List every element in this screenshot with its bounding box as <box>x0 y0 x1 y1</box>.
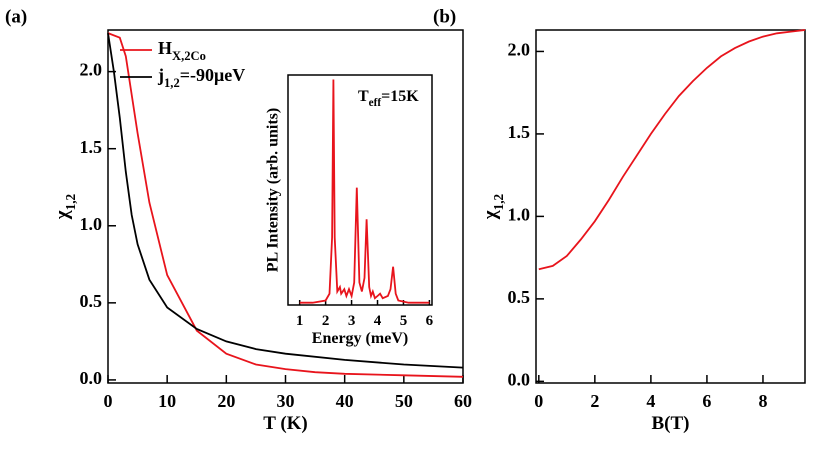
x-tick-label: 2 <box>322 313 330 329</box>
legend-label-part: j <box>157 65 164 85</box>
y-tick-label: 0.5 <box>80 291 103 311</box>
x-tick-label: 2 <box>590 391 599 411</box>
x-tick-label: 0 <box>104 391 113 411</box>
x-axis-label: Energy (meV) <box>312 330 408 347</box>
legend-label-part: H <box>158 38 172 58</box>
data-line <box>107 32 464 378</box>
annotation: Teff=15K <box>358 88 419 109</box>
x-tick-label: 60 <box>454 391 472 411</box>
x-axis-label: T (K) <box>263 413 308 434</box>
y-axis-label: χ1,2 <box>480 193 505 220</box>
legend-label: HX,2Co <box>158 38 206 63</box>
y-tick-label: 1.5 <box>508 122 531 142</box>
panel-label: (b) <box>433 6 456 27</box>
x-tick-label: 50 <box>395 391 413 411</box>
plot-frame <box>287 74 433 306</box>
annotation-part: T <box>358 88 369 105</box>
x-axis-label: B(T) <box>652 413 690 434</box>
x-tick-label: 4 <box>374 313 382 329</box>
y-axis-label-part: 1,2 <box>491 193 506 210</box>
panel-label: (a) <box>5 6 27 27</box>
legend-label-part: =-90μeV <box>180 65 245 85</box>
x-tick-label: 0 <box>534 391 543 411</box>
x-tick-label: 30 <box>277 391 295 411</box>
legend-label-part: 1,2 <box>164 76 180 90</box>
y-tick-label: 2.0 <box>508 40 531 60</box>
x-tick-label: 10 <box>158 391 176 411</box>
x-tick-label: 20 <box>217 391 235 411</box>
y-tick-label: 2.0 <box>80 60 103 80</box>
y-tick-label: 0.0 <box>80 368 103 388</box>
data-line <box>107 32 464 369</box>
y-tick-label: 1.0 <box>508 205 531 225</box>
y-tick-label: 1.5 <box>80 137 103 157</box>
legend-label-part: X,2Co <box>172 49 206 63</box>
y-axis-label: PL Intensity (arb. units) <box>265 108 282 272</box>
annotation-part: =15K <box>381 88 419 105</box>
y-axis-label-part: χ <box>52 210 73 220</box>
y-tick-label: 1.0 <box>80 214 103 234</box>
plot-frame <box>535 29 806 384</box>
x-tick-label: 40 <box>336 391 354 411</box>
legend-label: j1,2=-90μeV <box>157 65 245 90</box>
y-tick-label: 0.0 <box>508 369 531 389</box>
x-tick-label: 5 <box>400 313 408 329</box>
y-tick-label: 0.5 <box>508 287 531 307</box>
y-axis-label: χ1,2 <box>52 193 77 220</box>
x-tick-label: 3 <box>348 313 356 329</box>
y-axis-label-part: 1,2 <box>63 193 78 210</box>
x-tick-label: 8 <box>758 391 767 411</box>
data-line <box>299 79 430 304</box>
x-tick-label: 1 <box>296 313 304 329</box>
x-tick-label: 4 <box>646 391 655 411</box>
x-tick-label: 6 <box>426 313 434 329</box>
annotation-part: eff <box>369 97 382 109</box>
y-axis-label-part: χ <box>480 210 501 220</box>
x-tick-label: 6 <box>702 391 711 411</box>
data-line <box>538 29 806 271</box>
